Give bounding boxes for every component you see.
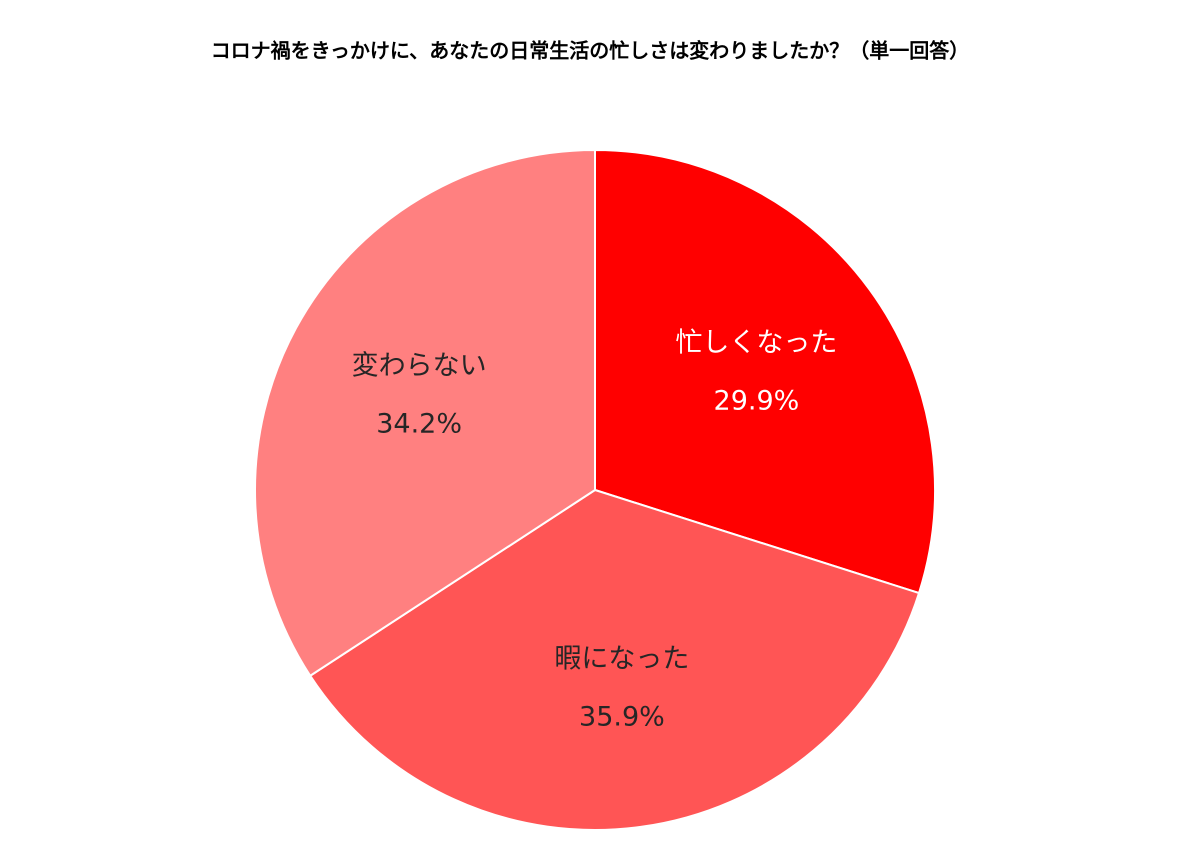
pie-slice (254, 148, 596, 678)
pie-slice (308, 488, 921, 832)
slice-value-label: 29.9% (714, 385, 800, 416)
pie (254, 148, 936, 832)
slice-value-label: 34.2% (376, 408, 462, 439)
labels: 忙しくなった 29.9% 暇になった 35.9% 変わらない 34.2% (352, 327, 838, 732)
slice-category-label: 変わらない (352, 350, 487, 381)
pie-slice (594, 148, 936, 595)
chart-title: コロナ禍をきっかけに、あなたの日常生活の忙しさは変わりましたか？（単一回答） (211, 39, 970, 63)
slice-value-label: 35.9% (579, 702, 665, 733)
slice-category-label: 忙しくなった (675, 327, 837, 358)
slice-category-label: 暇になった (554, 644, 689, 675)
